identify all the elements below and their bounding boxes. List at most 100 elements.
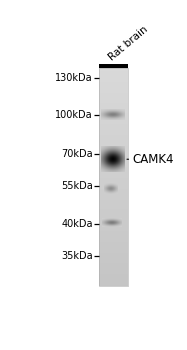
Bar xyxy=(99,276,128,277)
Bar xyxy=(99,217,128,218)
Bar xyxy=(99,189,128,190)
Bar xyxy=(99,164,128,165)
Bar xyxy=(99,254,128,256)
Bar xyxy=(99,123,128,124)
Bar xyxy=(99,70,128,71)
Bar xyxy=(99,133,128,134)
Bar xyxy=(99,266,128,267)
Bar xyxy=(99,267,128,268)
Bar xyxy=(99,173,128,174)
Bar xyxy=(99,160,128,161)
Bar xyxy=(99,129,128,130)
Bar xyxy=(99,208,128,210)
Bar xyxy=(99,165,128,166)
Bar xyxy=(99,110,128,111)
Bar xyxy=(99,111,128,112)
Bar xyxy=(99,252,128,253)
Bar xyxy=(99,275,128,276)
Bar xyxy=(99,195,128,196)
Bar xyxy=(99,68,128,286)
Bar xyxy=(99,234,128,236)
Bar xyxy=(99,278,128,279)
Bar xyxy=(99,130,128,131)
Bar xyxy=(99,216,128,217)
Bar xyxy=(99,237,128,238)
Bar xyxy=(99,116,128,117)
Bar xyxy=(99,113,128,114)
Bar xyxy=(99,82,128,83)
Bar xyxy=(99,161,128,162)
Bar xyxy=(99,156,128,157)
Bar xyxy=(99,279,128,280)
Bar xyxy=(99,167,128,168)
Bar xyxy=(99,257,128,258)
Bar xyxy=(99,120,128,121)
Bar xyxy=(99,158,128,159)
Bar xyxy=(99,282,128,284)
Bar xyxy=(99,207,128,208)
Bar xyxy=(99,265,128,266)
Bar xyxy=(99,149,128,150)
Bar xyxy=(99,108,128,109)
Bar xyxy=(99,176,128,177)
Bar xyxy=(99,77,128,78)
Bar xyxy=(99,134,128,135)
Bar xyxy=(99,239,128,240)
Bar xyxy=(99,64,128,68)
Text: 55kDa: 55kDa xyxy=(61,181,93,191)
Bar xyxy=(99,272,128,273)
Bar xyxy=(99,231,128,232)
Bar xyxy=(99,229,128,230)
Bar xyxy=(99,241,128,242)
Bar xyxy=(99,194,128,195)
Text: CAMK4: CAMK4 xyxy=(133,153,174,166)
Bar xyxy=(99,96,128,97)
Bar xyxy=(99,162,128,164)
Bar xyxy=(99,187,128,188)
Bar xyxy=(99,171,128,173)
Bar xyxy=(99,86,128,87)
Bar xyxy=(99,226,128,227)
Bar xyxy=(99,182,128,183)
Bar xyxy=(99,74,128,75)
Bar xyxy=(99,121,128,122)
Bar xyxy=(99,227,128,228)
Bar xyxy=(99,281,128,282)
Bar xyxy=(99,146,128,147)
Bar xyxy=(99,90,128,91)
Bar xyxy=(99,205,128,206)
Bar xyxy=(99,179,128,180)
Bar xyxy=(99,193,128,194)
Bar xyxy=(99,169,128,170)
Bar xyxy=(99,145,128,146)
Bar xyxy=(99,259,128,260)
Bar xyxy=(99,184,128,186)
Bar xyxy=(99,201,128,202)
Bar xyxy=(99,141,128,142)
Bar xyxy=(99,100,128,101)
Bar xyxy=(99,128,128,129)
Bar xyxy=(99,230,128,231)
Text: 70kDa: 70kDa xyxy=(61,149,93,159)
Bar xyxy=(99,148,128,149)
Bar xyxy=(99,95,128,96)
Bar xyxy=(99,178,128,179)
Bar xyxy=(99,75,128,76)
Bar xyxy=(99,260,128,261)
Bar xyxy=(99,263,128,264)
Bar xyxy=(99,91,128,92)
Bar xyxy=(99,94,128,95)
Bar xyxy=(99,140,128,141)
Bar xyxy=(99,280,128,281)
Bar xyxy=(99,88,128,90)
Bar xyxy=(99,69,128,70)
Bar xyxy=(99,190,128,191)
Bar xyxy=(99,117,128,118)
Bar xyxy=(99,71,128,72)
Bar xyxy=(99,228,128,229)
Bar xyxy=(99,143,128,144)
Bar xyxy=(99,93,128,94)
Text: 130kDa: 130kDa xyxy=(55,74,93,83)
Bar xyxy=(99,144,128,145)
Bar xyxy=(99,211,128,212)
